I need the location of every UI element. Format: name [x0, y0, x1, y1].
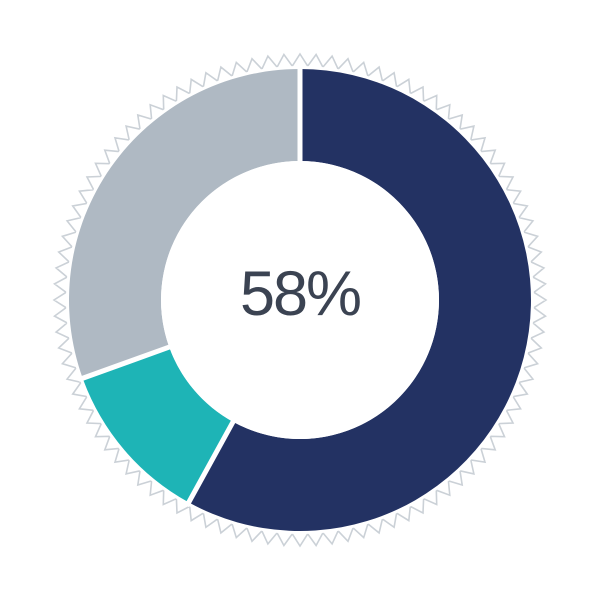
halo-jagged-ring [52, 52, 548, 548]
donut-hole [161, 161, 439, 439]
segment-separator [78, 343, 173, 382]
navy-segment [188, 69, 531, 531]
donut-center-label: 58% [239, 259, 362, 330]
segment-separator [184, 417, 237, 508]
teal-segment [82, 347, 234, 503]
gray-segment [69, 69, 300, 379]
